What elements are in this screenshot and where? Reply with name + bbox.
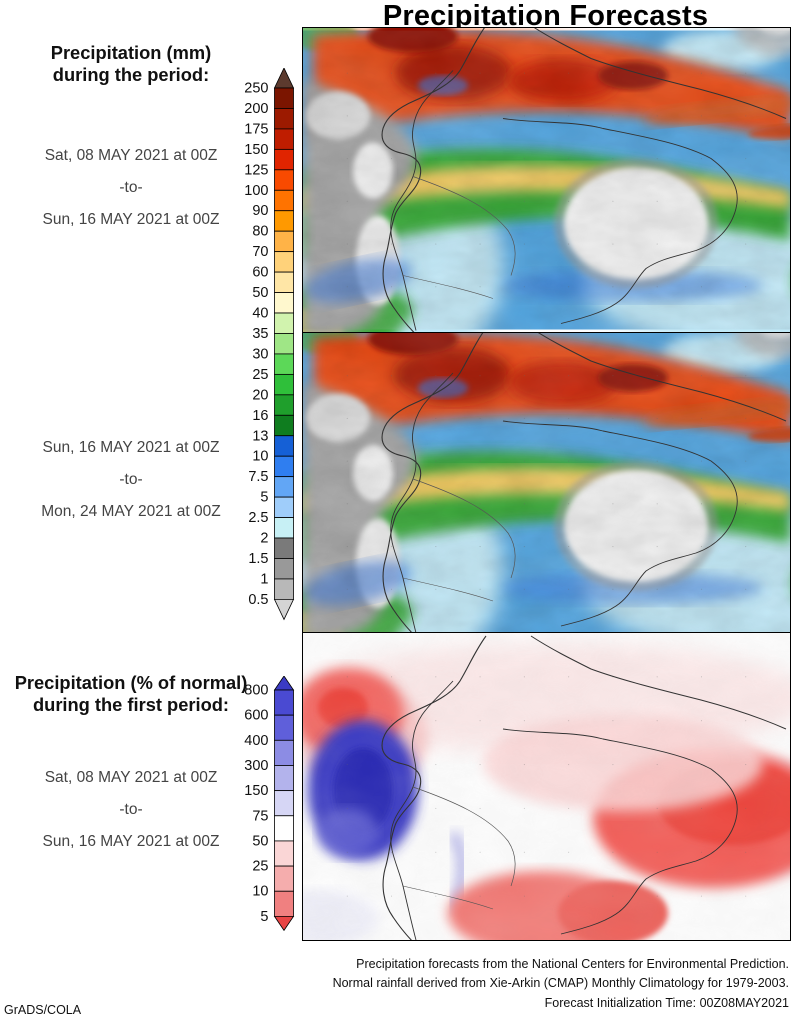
svg-text:25: 25 <box>252 859 268 875</box>
svg-text:25: 25 <box>252 367 268 383</box>
svg-text:5: 5 <box>260 490 268 506</box>
svg-text:7.5: 7.5 <box>248 470 268 486</box>
svg-text:10: 10 <box>252 884 268 900</box>
svg-text:150: 150 <box>244 783 268 799</box>
svg-text:125: 125 <box>244 163 268 179</box>
svg-text:13: 13 <box>252 429 268 445</box>
svg-text:16: 16 <box>252 408 268 424</box>
svg-text:60: 60 <box>252 265 268 281</box>
svg-text:90: 90 <box>252 204 268 220</box>
svg-text:75: 75 <box>252 808 268 824</box>
svg-text:600: 600 <box>244 708 268 724</box>
svg-text:0.5: 0.5 <box>248 592 268 608</box>
svg-text:400: 400 <box>244 733 268 749</box>
svg-text:20: 20 <box>252 388 268 404</box>
svg-text:40: 40 <box>252 306 268 322</box>
svg-text:1.5: 1.5 <box>248 551 268 567</box>
svg-text:35: 35 <box>252 326 268 342</box>
svg-text:50: 50 <box>252 285 268 301</box>
svg-text:70: 70 <box>252 245 268 261</box>
svg-text:800: 800 <box>244 683 268 699</box>
svg-text:2: 2 <box>260 531 268 547</box>
svg-text:250: 250 <box>244 81 268 97</box>
svg-text:10: 10 <box>252 449 268 465</box>
svg-text:200: 200 <box>244 101 268 117</box>
svg-text:80: 80 <box>252 224 268 240</box>
svg-text:1: 1 <box>260 572 268 588</box>
svg-text:175: 175 <box>244 122 268 138</box>
svg-text:50: 50 <box>252 834 268 850</box>
svg-text:5: 5 <box>260 909 268 925</box>
svg-text:300: 300 <box>244 758 268 774</box>
svg-text:100: 100 <box>244 183 268 199</box>
svg-text:2.5: 2.5 <box>248 510 268 526</box>
svg-text:30: 30 <box>252 347 268 363</box>
svg-text:150: 150 <box>244 142 268 158</box>
